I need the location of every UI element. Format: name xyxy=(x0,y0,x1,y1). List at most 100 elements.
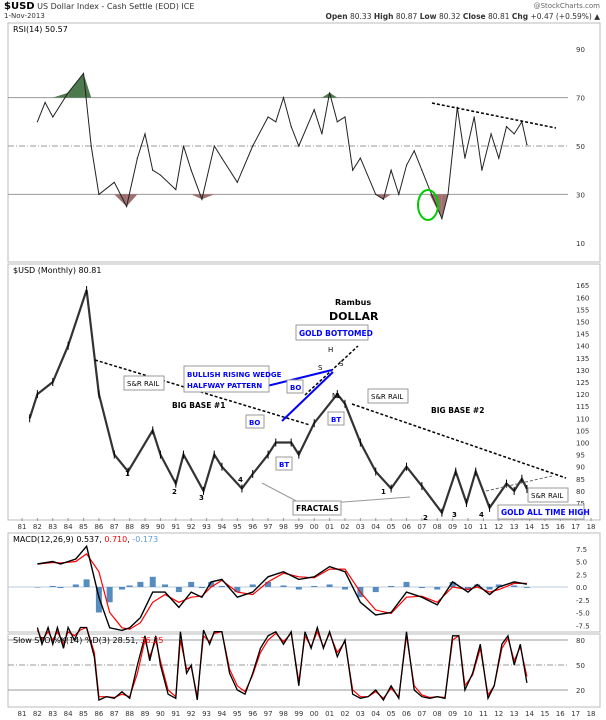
macd-histogram-bar xyxy=(218,585,225,587)
x-tick-label: 83 xyxy=(48,523,57,531)
x-tick-label: 95 xyxy=(233,523,242,531)
rsi-point xyxy=(473,116,475,118)
macd-line xyxy=(37,544,528,632)
macd-y-tick: -2.5 xyxy=(576,597,590,605)
macd-histogram-bar xyxy=(249,584,256,587)
open-value: 80.33 xyxy=(350,12,372,21)
rsi-point xyxy=(175,188,177,191)
rsi-point xyxy=(221,157,223,159)
x-tick-label: 05 xyxy=(387,710,396,718)
price-y-tick: 165 xyxy=(576,282,589,290)
x-tick-label: 85 xyxy=(79,523,88,531)
macd-histogram-bar xyxy=(106,587,113,603)
rsi-point xyxy=(313,109,315,111)
rsi-point xyxy=(421,169,423,171)
macd-histogram-bar xyxy=(465,587,472,590)
bt-label-1: BT xyxy=(279,461,289,469)
rsi-oversold-fill xyxy=(114,194,127,207)
rsi-point xyxy=(290,126,292,128)
rsi-overbought-fill xyxy=(321,92,330,98)
sr-rail-box-2 xyxy=(367,388,409,404)
bo-box-2 xyxy=(245,414,265,429)
rsi-point xyxy=(267,116,269,118)
price-y-tick: 150 xyxy=(576,319,589,327)
rsi-point xyxy=(52,116,54,118)
sr-rail-lower-line xyxy=(485,475,553,492)
rsi-point xyxy=(275,121,277,123)
close-label: Close xyxy=(462,12,486,21)
rambus-label: Rambus xyxy=(335,298,371,307)
x-tick-label: 81 xyxy=(18,523,27,531)
sto-title: Slow STO %K(14) %D(3) 28.51, 36.25 xyxy=(13,636,163,645)
x-tick-label: 07 xyxy=(417,710,426,718)
price-y-tick: 160 xyxy=(576,294,589,302)
rsi-point xyxy=(344,116,346,118)
x-tick-label: 09 xyxy=(448,710,457,718)
x-tick-label: 93 xyxy=(202,523,211,531)
fractals-label: FRACTALS xyxy=(296,504,339,513)
macd-histogram-bar xyxy=(403,581,410,587)
price-y-tick: 120 xyxy=(576,391,589,399)
wedge-label-1: BULLISH RISING WEDGE xyxy=(187,371,282,379)
fractal-3-label-a: 3 xyxy=(199,494,204,502)
rsi-oversold-fill xyxy=(191,194,202,200)
x-tick-label: 90 xyxy=(156,710,165,718)
big-base-2-trendline xyxy=(351,403,567,479)
macd-histogram-bar xyxy=(418,587,425,589)
gold-bottomed-label: GOLD BOTTOMED xyxy=(299,329,373,338)
rsi-point xyxy=(98,193,100,195)
rsi-point xyxy=(36,121,38,123)
price-y-tick: 95 xyxy=(576,452,585,460)
fractals-pointer-1 xyxy=(261,482,301,504)
x-tick-label: 00 xyxy=(310,523,319,531)
fractals-pointer-2 xyxy=(329,496,411,504)
rsi-point xyxy=(252,145,254,147)
macd-histogram-bar xyxy=(198,587,205,589)
rsi-point xyxy=(464,157,466,159)
rsi-point xyxy=(513,133,515,135)
price-y-tick: 75 xyxy=(576,500,585,508)
price-annotations: Rambus DOLLAR GOLD BOTTOMED H S S NL BUL… xyxy=(94,298,590,522)
gold-ath-box xyxy=(497,504,585,520)
rsi-point xyxy=(359,157,361,159)
rsi-point xyxy=(213,145,215,147)
macd-histogram-bar xyxy=(449,581,456,587)
signal-value: 0.710 xyxy=(104,535,127,544)
macd-histogram-bar xyxy=(175,587,182,593)
source-label: @StockCharts.com xyxy=(533,2,600,10)
macd-histogram-bar xyxy=(434,587,441,590)
rsi-point xyxy=(405,164,408,166)
rsi-point xyxy=(498,157,500,159)
h-label: H xyxy=(328,346,333,354)
x-tick-label: 14 xyxy=(525,523,534,531)
macd-histogram-bar xyxy=(34,587,41,588)
rsi-point xyxy=(113,181,115,183)
macd-histogram-bar xyxy=(95,587,102,613)
x-tick-label: 82 xyxy=(33,710,42,718)
gold-bottomed-box xyxy=(295,324,369,341)
x-tick-label: 01 xyxy=(325,710,334,718)
sto-y-tick: 80 xyxy=(576,637,585,645)
rsi-point xyxy=(505,126,508,128)
x-tick-label: 84 xyxy=(64,710,73,718)
macd-histogram-bar xyxy=(49,585,56,587)
x-tick-label: 96 xyxy=(248,523,257,531)
x-tick-label: 97 xyxy=(264,710,273,718)
macd-signal-line xyxy=(37,553,527,630)
rsi-overbought-fill xyxy=(52,92,69,98)
fractal-2-label-b: 2 xyxy=(423,514,428,522)
rsi-point xyxy=(329,92,331,94)
price-y-tick: 90 xyxy=(576,464,585,472)
x-tick-label: 08 xyxy=(433,523,442,531)
macd-histogram-bar xyxy=(234,587,241,593)
gold-ath-label: GOLD ALL TIME HIGH xyxy=(501,508,590,517)
rsi-point xyxy=(190,169,192,171)
rsi-panel xyxy=(7,22,601,263)
rsi-overbought-fill xyxy=(329,92,338,98)
rsi-y-tick: 90 xyxy=(576,46,585,54)
high-value: 80.87 xyxy=(395,12,418,21)
x-tick-label: 86 xyxy=(94,710,103,718)
rsi-point xyxy=(201,198,203,200)
price-y-tick: 135 xyxy=(576,355,589,363)
